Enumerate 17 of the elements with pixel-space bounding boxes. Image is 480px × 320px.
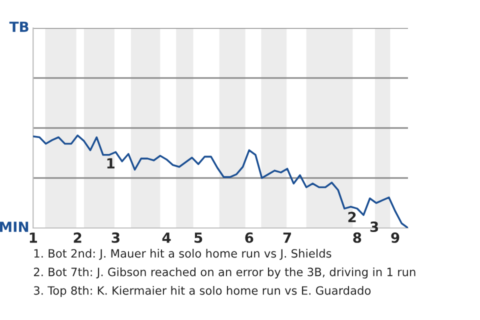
text: TB — [9, 22, 28, 32]
annotation: 1 — [107, 158, 114, 168]
x-tick-label: 7 — [283, 232, 292, 243]
x-tick-label: 1 — [30, 232, 37, 243]
x-tick-label: 3 — [112, 232, 120, 243]
annotation: 2 — [348, 212, 356, 222]
x-tick-label: 5 — [194, 232, 202, 243]
x-tick-label: 2 — [74, 232, 82, 243]
annotation: 3 — [370, 222, 378, 232]
text: 1. Bot 2nd: J. Mauer hit a solo home run vs J. Shields — [34, 248, 332, 260]
x-tick-label: 8 — [353, 232, 362, 243]
text: 3. Top 8th: K. Kiermaier hit a solo home run vs E. Guardado — [34, 286, 371, 298]
text: MIN — [0, 222, 28, 232]
x-tick-label: 9 — [391, 232, 400, 243]
x-tick-label: 4 — [162, 232, 171, 243]
text: 2. Bot 7th: J. Gibson reached on an error by the 3B, driving in 1 run — [34, 267, 416, 278]
x-tick-label: 6 — [245, 232, 254, 243]
